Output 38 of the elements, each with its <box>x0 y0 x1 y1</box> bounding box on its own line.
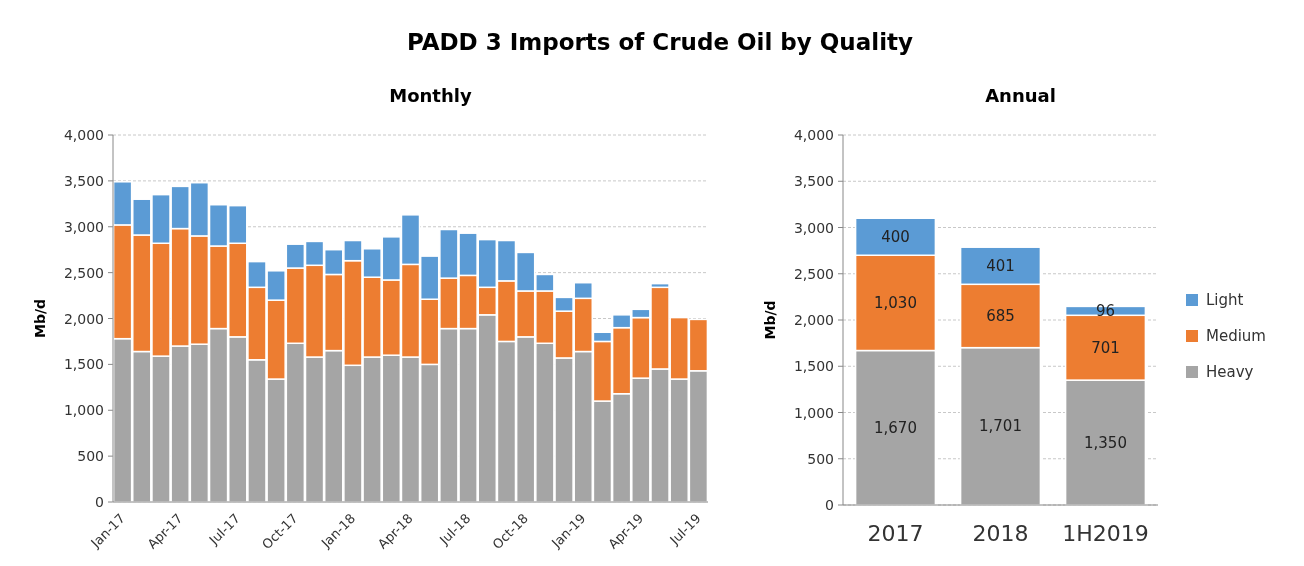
data-label: 1,670 <box>874 418 917 437</box>
y-tick-label: 3,500 <box>793 173 834 190</box>
y-tick-label: 2,000 <box>793 312 834 328</box>
chart-title: PADD 3 Imports of Crude Oil by Quality <box>406 29 914 55</box>
y-axis-title: Mb/d <box>762 300 778 340</box>
y-tick-label: 0 <box>95 494 104 510</box>
data-label: 96 <box>1095 301 1116 320</box>
y-tick-label: 1,500 <box>793 358 834 375</box>
data-label: 1,350 <box>1084 433 1127 452</box>
data-label: 400 <box>881 227 910 246</box>
data-label: 1,030 <box>874 293 917 312</box>
y-tick-label: 1,000 <box>63 402 104 419</box>
legend-label: Light <box>1206 291 1244 309</box>
x-tick-label: 1H2019 <box>1062 520 1149 546</box>
legend-label: Heavy <box>1206 363 1254 381</box>
y-tick-label: 4,000 <box>63 127 104 143</box>
y-tick-label: 1,000 <box>793 404 834 421</box>
y-tick-label: 500 <box>77 448 104 465</box>
chart-subtitle: Monthly <box>389 85 472 106</box>
y-tick-label: 3,500 <box>63 172 104 189</box>
y-tick-label: 2,500 <box>63 264 104 281</box>
x-tick-label: 2018 <box>972 520 1029 546</box>
y-tick-label: 1,500 <box>63 356 104 373</box>
y-tick-label: 2,000 <box>63 310 104 327</box>
data-label: 685 <box>986 306 1015 325</box>
legend-label: Medium <box>1206 327 1266 345</box>
y-tick-label: 2,500 <box>793 265 834 282</box>
data-label: 1,701 <box>979 417 1022 436</box>
y-tick-label: 3,000 <box>793 219 834 236</box>
x-tick-label: 2017 <box>867 520 924 546</box>
y-tick-label: 500 <box>807 450 834 467</box>
data-label: 701 <box>1091 338 1120 357</box>
y-tick-label: 4,000 <box>793 127 834 143</box>
chart-title: Annual <box>985 85 1056 106</box>
data-label: 401 <box>986 256 1015 275</box>
y-axis-title: Mb/d <box>32 298 48 339</box>
y-tick-label: 0 <box>825 497 834 513</box>
y-tick-label: 3,000 <box>63 218 104 235</box>
